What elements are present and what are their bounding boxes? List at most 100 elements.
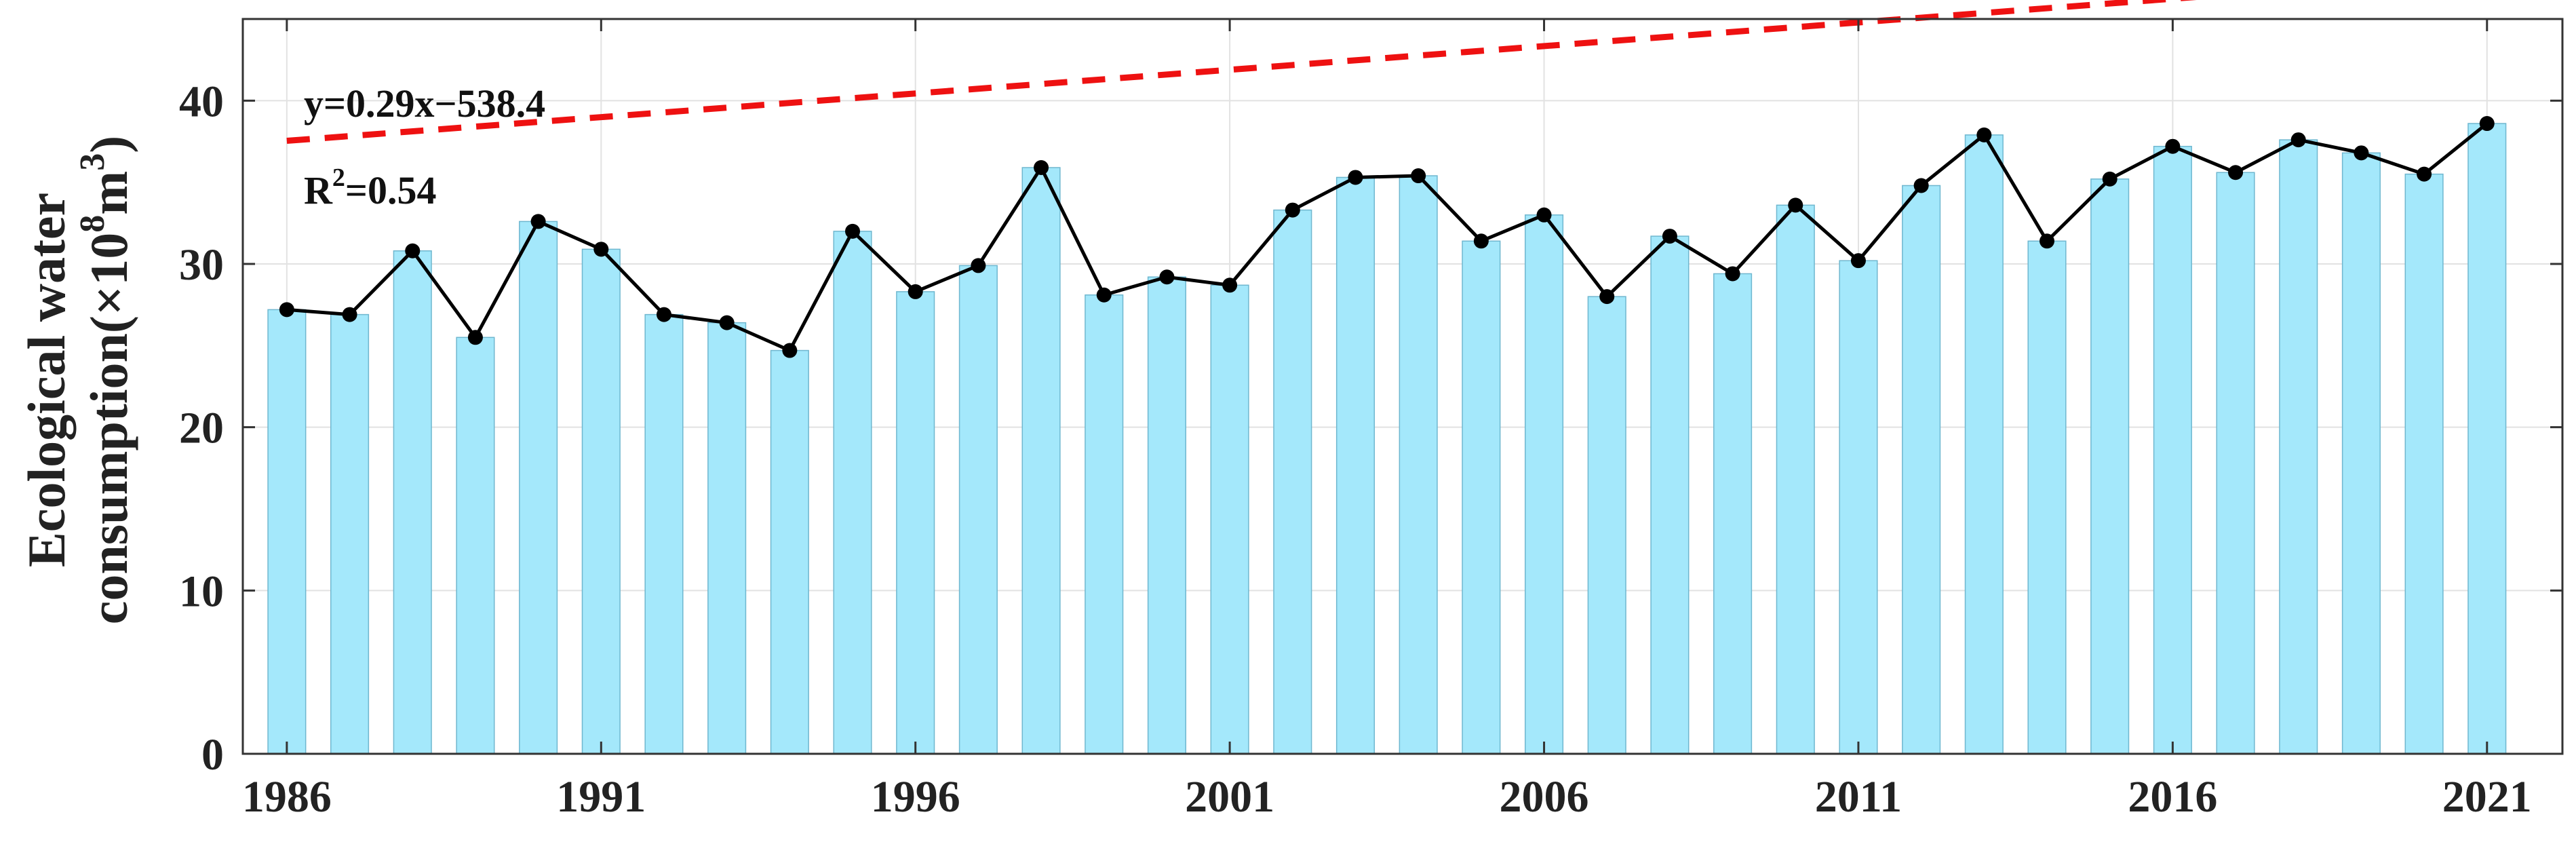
bar [833, 231, 872, 754]
bar [1587, 296, 1626, 754]
bar [1147, 276, 1186, 754]
data-point [2228, 165, 2244, 180]
x-tick-labels: 1986 1991 1996 2001 2006 2011 2016 2021 [242, 772, 2532, 822]
bar [2279, 139, 2318, 754]
bar [1399, 175, 1438, 754]
bar [1776, 204, 1815, 754]
r2-exponent: 2 [332, 164, 345, 192]
bar [267, 309, 307, 754]
data-point [2102, 171, 2118, 187]
bar [2027, 240, 2067, 754]
y-tick-label: 40 [179, 77, 224, 126]
bar [1839, 260, 1878, 754]
bar [1273, 209, 1312, 754]
data-point [1348, 170, 1363, 185]
bar [1713, 273, 1753, 754]
y-axis-label-line1: Ecological water [17, 193, 76, 567]
data-point [845, 223, 861, 239]
data-point [1473, 233, 1489, 249]
y-tick-label: 0 [201, 730, 224, 780]
data-point [1850, 253, 1866, 269]
y-tick-labels: 0 10 20 30 40 [179, 77, 224, 780]
data-point [593, 242, 609, 257]
y-axis-label: Ecological water consumption(×108m3) [17, 136, 138, 625]
bar [1021, 167, 1061, 754]
data-point [656, 307, 671, 322]
bar [1335, 176, 1375, 754]
bar [2090, 178, 2130, 754]
bar [644, 313, 684, 754]
data-point [2354, 145, 2369, 161]
bar [958, 265, 998, 754]
r2-suffix: =0.54 [345, 168, 437, 212]
bar [2404, 173, 2444, 754]
bar [1902, 185, 1941, 754]
trend-line [286, 0, 2197, 145]
data-point [971, 258, 986, 273]
x-tick-label: 1986 [242, 772, 332, 822]
bar [1650, 235, 1690, 754]
bar [707, 322, 747, 754]
x-tick-label: 2006 [1500, 772, 1589, 822]
data-point [1662, 229, 1677, 244]
trend-line-group [286, 0, 2197, 145]
data-point [467, 330, 483, 345]
data-point [405, 243, 421, 259]
bar [896, 291, 935, 754]
data-point [1788, 197, 1803, 213]
bar [519, 221, 558, 754]
data-point [719, 315, 735, 330]
bar [1462, 240, 1501, 754]
r2-annotation: R2=0.54 [304, 164, 436, 212]
x-tick-label: 1991 [556, 772, 646, 822]
x-tick-label: 2001 [1185, 772, 1274, 822]
data-point [1913, 178, 1929, 193]
bar [581, 248, 621, 754]
data-point [1096, 287, 1112, 303]
data-point [1159, 269, 1175, 285]
bar [2341, 152, 2381, 754]
data-point [2479, 116, 2495, 132]
bar [393, 250, 432, 754]
plot-frame [241, 18, 2564, 755]
bar [2467, 123, 2507, 754]
y-axis-label-line2: consumption(×108m3) [73, 136, 138, 625]
bar [2153, 145, 2192, 754]
y-tick-label: 20 [179, 404, 224, 453]
bar [330, 313, 370, 754]
data-point [908, 284, 923, 299]
data-point [1976, 127, 1992, 142]
data-point [782, 343, 798, 358]
x-tick-label: 2021 [2442, 772, 2532, 822]
bar [770, 349, 809, 754]
data-point [2040, 233, 2054, 249]
data-point [342, 307, 357, 322]
bars [267, 123, 2507, 754]
bar [456, 337, 495, 754]
data-point [1599, 289, 1615, 305]
series-line [286, 122, 2489, 353]
data-point [1725, 266, 1740, 282]
x-tick-label: 1996 [871, 772, 960, 822]
data-point [1222, 278, 1238, 293]
bar [1964, 134, 2004, 754]
r2-prefix: R [304, 168, 333, 212]
data-point [1285, 202, 1300, 218]
x-tick-label: 2016 [2128, 772, 2217, 822]
series-line-group [279, 116, 2495, 358]
bar [2216, 172, 2255, 754]
y-tick-label: 10 [179, 567, 224, 616]
data-point [1411, 168, 1426, 184]
data-point [2290, 132, 2306, 148]
y-tick-label: 30 [179, 240, 224, 290]
bar [1524, 214, 1564, 754]
data-point [2165, 138, 2181, 154]
data-point [2417, 166, 2432, 182]
data-point [1034, 160, 1049, 176]
data-point [1536, 207, 1552, 223]
x-tick-label: 2011 [1815, 772, 1902, 822]
bar [1210, 284, 1249, 754]
bar [1085, 294, 1124, 754]
data-point [279, 302, 294, 318]
